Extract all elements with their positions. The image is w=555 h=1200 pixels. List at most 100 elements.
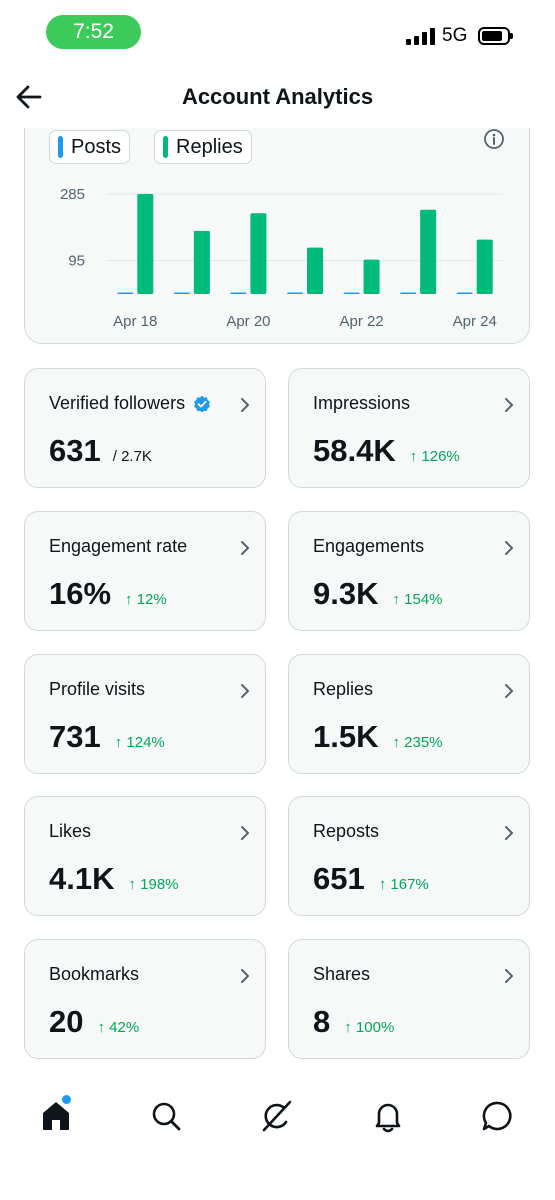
chevron-right-icon: [241, 969, 249, 983]
stat-delta: ↑ 126%: [409, 448, 460, 465]
stat-value-row: 1.5K ↑ 235%: [313, 719, 443, 755]
stat-value: 631: [49, 433, 101, 468]
search-icon[interactable]: [148, 1098, 184, 1134]
stat-label: Shares: [313, 964, 371, 984]
stat-value: 58.4K: [313, 433, 396, 468]
x-tick-label: Apr 24: [453, 313, 497, 330]
stat-card-reposts[interactable]: Reposts 651 ↑ 167%: [288, 796, 530, 916]
stat-label: Verified followers: [49, 393, 186, 413]
y-tick-label: 285: [60, 186, 85, 203]
chart-card: Posts Replies 95 285 Apr 18 Apr 20 Apr 22 Apr…: [24, 128, 530, 344]
page-title: Account Analytics: [181, 84, 374, 109]
stat-value-row: 58.4K ↑ 126%: [313, 433, 460, 469]
stat-value-row: 731 ↑ 124%: [49, 719, 165, 755]
chevron-right-icon: [505, 684, 513, 698]
bar-replies: [250, 213, 267, 294]
stat-value-row: 631 / 2.7K: [49, 433, 152, 469]
stat-delta: ↑ 198%: [128, 876, 179, 893]
bar-replies: [476, 239, 493, 294]
info-icon[interactable]: [483, 128, 505, 150]
stat-delta: ↑ 235%: [392, 734, 443, 751]
stat-label: Likes: [49, 821, 92, 841]
network-label: 5G: [442, 25, 468, 46]
stat-value-row: 16% ↑ 12%: [49, 576, 167, 612]
legend-label-posts: Posts: [71, 135, 122, 158]
stat-value: 20: [49, 1004, 84, 1039]
legend-swatch-posts: [58, 136, 63, 158]
chevron-right-icon: [241, 398, 249, 412]
stat-card-engagement-rate[interactable]: Engagement rate 16% ↑ 12%: [24, 511, 266, 631]
stat-card-shares[interactable]: Shares 8 ↑ 100%: [288, 939, 530, 1059]
bar-chart: 95 285 Apr 18 Apr 20 Apr 22 Apr 24: [60, 186, 503, 330]
stat-value: 16%: [49, 576, 112, 611]
notification-dot: [62, 1095, 71, 1104]
stat-value: 9.3K: [313, 576, 379, 611]
stat-label: Engagement rate: [49, 536, 188, 556]
bar-posts: [230, 292, 247, 294]
bar-replies: [193, 230, 210, 294]
chevron-right-icon: [241, 541, 249, 555]
stat-value-row: 9.3K ↑ 154%: [313, 576, 443, 612]
signal-icon: [406, 28, 436, 45]
battery-icon: [478, 27, 513, 45]
grok-icon[interactable]: [259, 1098, 295, 1134]
bar-replies: [420, 209, 437, 294]
x-tick-label: Apr 18: [113, 313, 157, 330]
stat-label: Engagements: [313, 536, 425, 556]
stat-label-wrap: Verified followers: [49, 393, 211, 414]
legend-posts[interactable]: Posts: [49, 130, 131, 164]
stat-card-bookmarks[interactable]: Bookmarks 20 ↑ 42%: [24, 939, 266, 1059]
legend-replies[interactable]: Replies: [154, 130, 252, 164]
stat-value: 1.5K: [313, 719, 379, 754]
bottom-nav: [0, 1090, 555, 1150]
stat-value-row: 20 ↑ 42%: [49, 1004, 139, 1040]
messages-icon[interactable]: [480, 1098, 516, 1134]
bell-icon[interactable]: [370, 1098, 406, 1134]
chevron-right-icon: [505, 826, 513, 840]
x-tick-label: Apr 20: [226, 313, 270, 330]
stat-delta: ↑ 42%: [97, 1019, 140, 1036]
stat-total: / 2.7K: [112, 448, 152, 465]
stat-delta: ↑ 12%: [125, 591, 167, 608]
stat-label: Reposts: [313, 821, 380, 841]
stat-delta: ↑ 167%: [378, 876, 429, 893]
stat-card-verified-followers[interactable]: Verified followers 631 / 2.7K: [24, 368, 266, 488]
bar-posts: [456, 292, 473, 294]
stat-card-profile-visits[interactable]: Profile visits 731 ↑ 124%: [24, 654, 266, 774]
bar-posts: [173, 292, 190, 294]
legend-label-replies: Replies: [176, 135, 243, 158]
chevron-right-icon: [505, 398, 513, 412]
x-tick-label: Apr 22: [339, 313, 383, 330]
chevron-right-icon: [505, 541, 513, 555]
status-time: 7:52: [46, 15, 141, 49]
stat-delta: ↑ 100%: [344, 1019, 395, 1036]
stat-label: Bookmarks: [49, 964, 140, 984]
stat-label: Replies: [313, 679, 374, 699]
chart-legend: Posts Replies: [49, 130, 252, 164]
stat-value: 8: [313, 1004, 331, 1039]
bar-posts: [343, 292, 360, 294]
stat-value: 4.1K: [49, 861, 115, 896]
stat-card-impressions[interactable]: Impressions 58.4K ↑ 126%: [288, 368, 530, 488]
bar-posts: [287, 292, 303, 294]
bar-replies: [307, 247, 323, 294]
bar-posts: [400, 292, 417, 294]
stat-card-likes[interactable]: Likes 4.1K ↑ 198%: [24, 796, 266, 916]
stat-value: 731: [49, 719, 101, 754]
chevron-right-icon: [241, 826, 249, 840]
stat-label: Profile visits: [49, 679, 146, 699]
stat-label: Impressions: [313, 393, 411, 413]
stat-delta: ↑ 154%: [392, 591, 443, 608]
stat-delta: ↑ 124%: [114, 734, 165, 751]
bar-replies: [363, 259, 380, 294]
chevron-right-icon: [241, 684, 249, 698]
stat-card-engagements[interactable]: Engagements 9.3K ↑ 154%: [288, 511, 530, 631]
home-icon[interactable]: [38, 1098, 74, 1134]
top-bar: Account Analytics: [0, 72, 555, 128]
back-arrow-icon[interactable]: [14, 82, 44, 112]
bar-replies: [137, 194, 154, 294]
stat-value-row: 8 ↑ 100%: [313, 1004, 394, 1040]
bar-posts: [117, 292, 134, 294]
legend-swatch-replies: [163, 136, 169, 158]
stat-card-replies[interactable]: Replies 1.5K ↑ 235%: [288, 654, 530, 774]
